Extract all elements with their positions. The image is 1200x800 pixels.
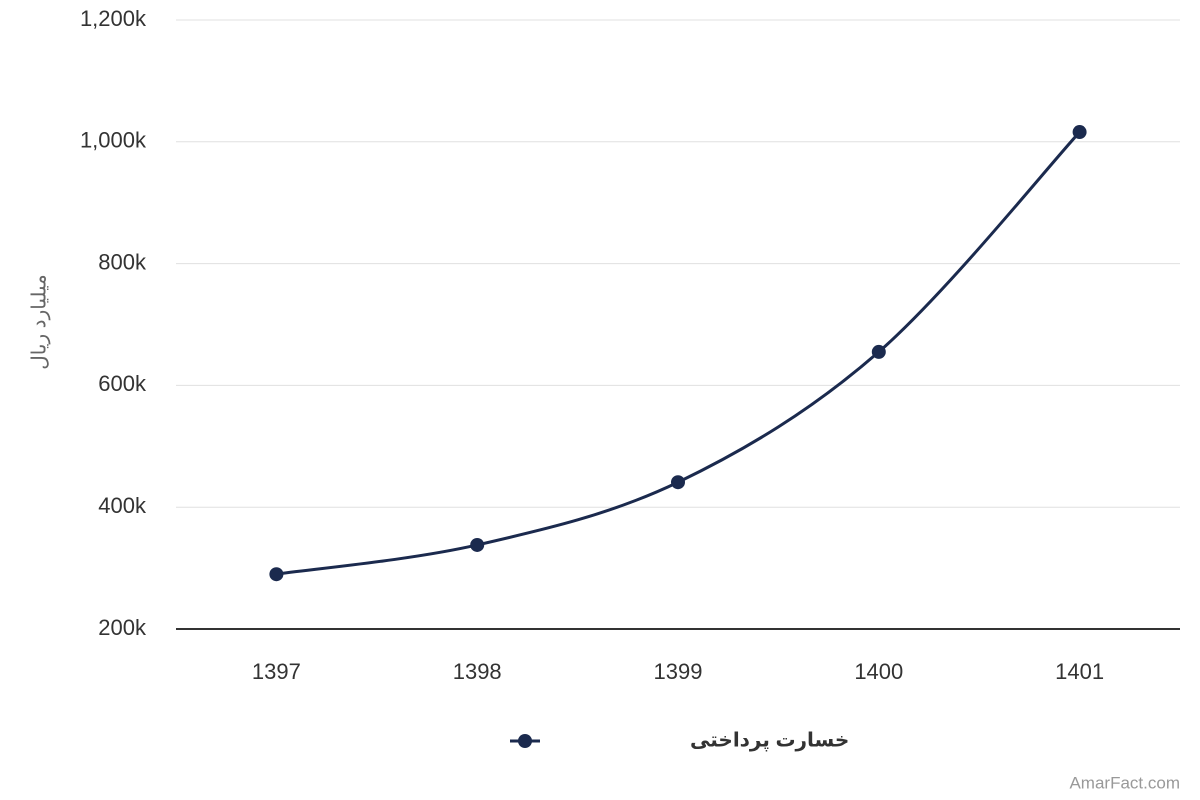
y-axis-label: میلیارد ریال [28, 274, 50, 369]
y-tick-label: 1,200k [80, 6, 147, 31]
point [1072, 125, 1087, 140]
x-tick-label: 1397 [252, 659, 301, 684]
y-tick-label: 600k [98, 371, 147, 396]
point [470, 537, 485, 552]
y-tick-label: 1,000k [80, 128, 147, 153]
point [671, 475, 685, 490]
line [276, 131, 1081, 576]
legend-symbol [518, 734, 532, 748]
point [871, 344, 886, 359]
x-tick-label: 1401 [1055, 659, 1104, 684]
y-tick-label: 200k [98, 615, 147, 640]
x-tick-label: 1400 [854, 659, 903, 684]
x-tick-label: 1399 [654, 659, 703, 684]
x-tick-label: 1398 [453, 659, 502, 684]
point [269, 567, 284, 582]
credit: AmarFact.com [1069, 773, 1180, 792]
y-tick-label: 800k [98, 249, 147, 274]
y-tick-label: 400k [98, 493, 147, 518]
legend-label[interactable]: خسارت پرداختی [690, 729, 849, 752]
